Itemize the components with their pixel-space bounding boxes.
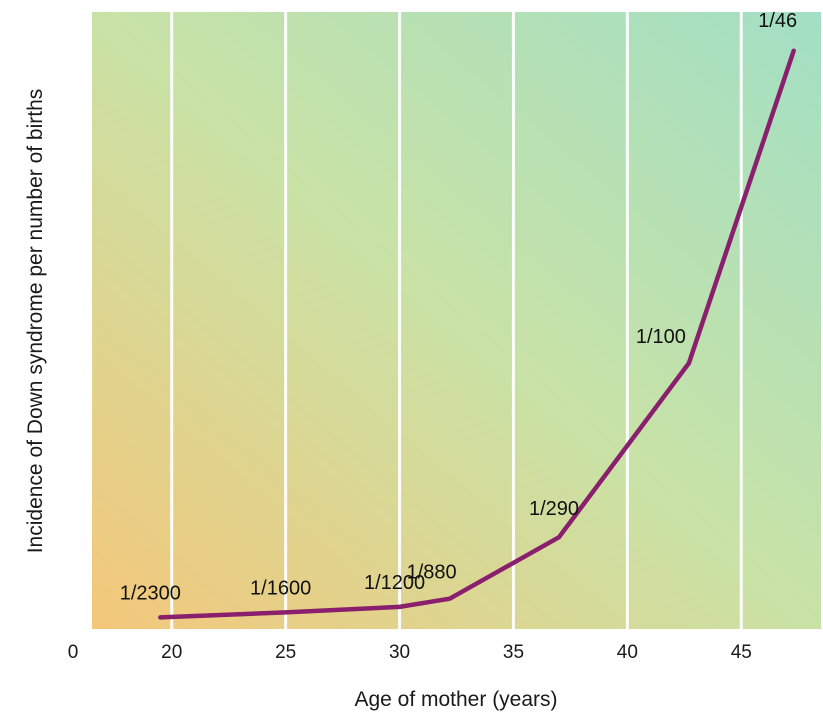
data-label-1-1200: 1/1200 bbox=[364, 572, 425, 594]
x-tick-label-0: 0 bbox=[68, 642, 79, 663]
data-label-1-2300: 1/2300 bbox=[120, 582, 181, 604]
series bbox=[158, 48, 796, 620]
plot-area bbox=[92, 12, 821, 629]
data-label-1-46: 1/46 bbox=[758, 10, 797, 32]
data-label-1-290: 1/290 bbox=[529, 498, 579, 520]
x-tick-label-30: 30 bbox=[389, 642, 410, 663]
y-axis-label: Incidence of Down syndrome per number of… bbox=[24, 89, 47, 554]
data-label-1-100: 1/100 bbox=[636, 326, 686, 348]
series-line-0 bbox=[158, 48, 796, 620]
grid bbox=[170, 12, 743, 629]
data-label-1-1600: 1/1600 bbox=[250, 577, 311, 599]
x-tick-label-40: 40 bbox=[617, 642, 638, 663]
x-axis-ticks: 0 20 25 30 35 40 45 bbox=[68, 642, 752, 663]
x-axis-label: Age of mother (years) bbox=[354, 688, 557, 711]
x-tick-label-25: 25 bbox=[275, 642, 296, 663]
data-label-1-880: 1/880 bbox=[407, 562, 457, 584]
x-tick-label-35: 35 bbox=[503, 642, 524, 663]
x-tick-label-45: 45 bbox=[731, 642, 752, 663]
x-tick-label-20: 20 bbox=[161, 642, 182, 663]
